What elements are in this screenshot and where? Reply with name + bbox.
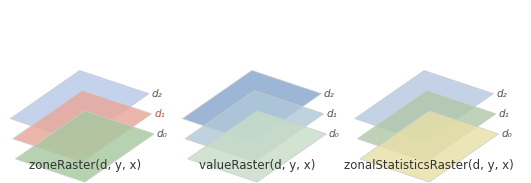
Text: d₀: d₀ <box>501 129 512 139</box>
Text: d₂: d₂ <box>152 89 162 99</box>
Polygon shape <box>183 70 321 142</box>
Text: zonalStatisticsRaster(d, y, x): zonalStatisticsRaster(d, y, x) <box>344 159 514 172</box>
Text: d₁: d₁ <box>327 109 337 119</box>
Polygon shape <box>10 70 149 142</box>
Polygon shape <box>357 91 496 162</box>
Text: valueRaster(d, y, x): valueRaster(d, y, x) <box>199 159 315 172</box>
Text: d₀: d₀ <box>157 129 167 139</box>
Polygon shape <box>360 111 499 182</box>
Text: d₀: d₀ <box>329 129 340 139</box>
Text: d₂: d₂ <box>496 89 507 99</box>
Polygon shape <box>187 111 327 182</box>
Polygon shape <box>185 91 324 162</box>
Polygon shape <box>13 91 152 162</box>
Text: d₂: d₂ <box>324 89 335 99</box>
Text: d₁: d₁ <box>499 109 509 119</box>
Polygon shape <box>355 70 493 142</box>
Text: d₁: d₁ <box>154 109 165 119</box>
Polygon shape <box>15 111 154 182</box>
Text: zoneRaster(d, y, x): zoneRaster(d, y, x) <box>29 159 141 172</box>
